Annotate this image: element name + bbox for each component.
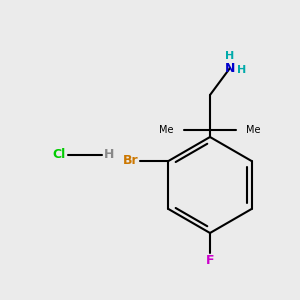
Text: H: H [104,148,114,161]
Text: F: F [206,254,214,267]
Text: Cl: Cl [53,148,66,161]
Text: Br: Br [123,154,138,167]
Text: N: N [225,61,235,74]
Text: Me: Me [160,125,174,135]
Text: H: H [225,51,235,61]
Text: H: H [237,65,247,75]
Text: Me: Me [246,125,260,135]
